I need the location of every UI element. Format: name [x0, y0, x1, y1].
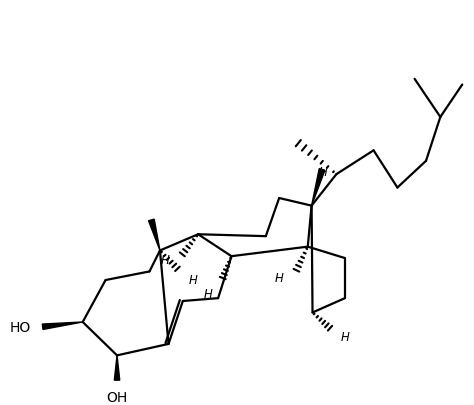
Text: H: H [189, 273, 198, 286]
Text: OH: OH [106, 390, 128, 404]
Text: H: H [319, 166, 328, 179]
Text: H: H [203, 287, 212, 300]
Text: H: H [161, 254, 170, 267]
Text: H: H [340, 330, 349, 343]
Text: HO: HO [10, 320, 31, 334]
Polygon shape [311, 169, 325, 206]
Polygon shape [42, 322, 82, 330]
Polygon shape [114, 356, 120, 380]
Text: H: H [275, 271, 284, 284]
Polygon shape [148, 220, 160, 251]
